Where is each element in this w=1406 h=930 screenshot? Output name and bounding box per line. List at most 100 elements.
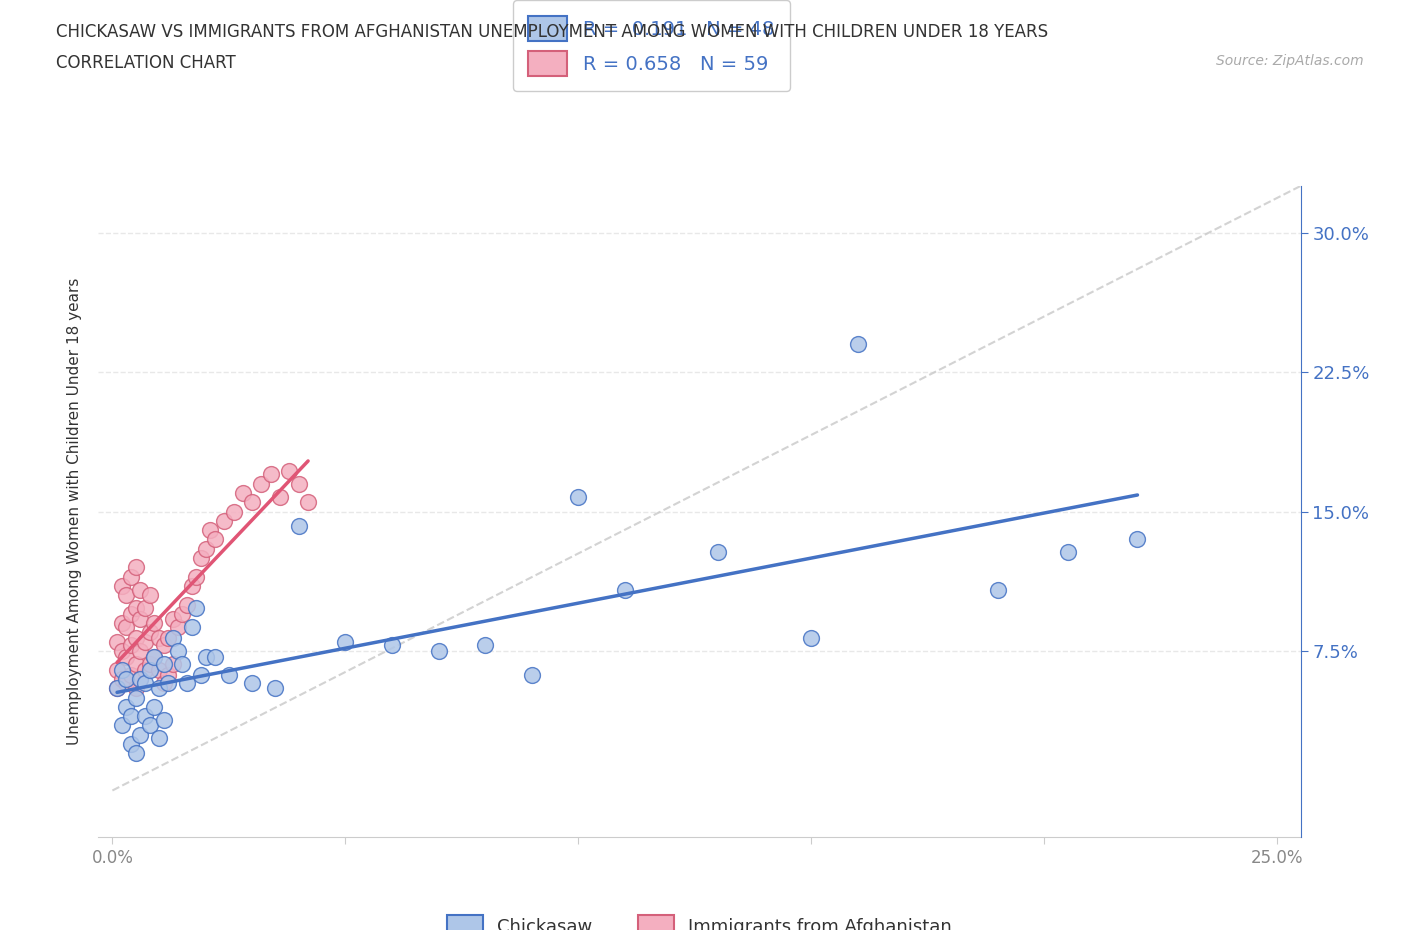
Point <box>162 612 184 627</box>
Point <box>157 631 180 645</box>
Point <box>186 569 208 584</box>
Point <box>200 523 222 538</box>
Point <box>381 638 404 653</box>
Point <box>120 737 142 751</box>
Point <box>129 671 152 686</box>
Point <box>143 616 166 631</box>
Point <box>148 731 170 746</box>
Point <box>125 746 148 761</box>
Point <box>166 619 188 634</box>
Point <box>148 681 170 696</box>
Point <box>1056 545 1078 560</box>
Point <box>138 718 160 733</box>
Point <box>105 681 128 696</box>
Point <box>134 662 156 677</box>
Point <box>520 668 543 683</box>
Point <box>278 463 301 478</box>
Point <box>172 606 194 621</box>
Point <box>269 489 291 504</box>
Point <box>125 601 148 616</box>
Point <box>125 631 148 645</box>
Point <box>111 718 134 733</box>
Point <box>120 668 142 683</box>
Point <box>190 668 212 683</box>
Point <box>162 631 184 645</box>
Point <box>129 671 152 686</box>
Point <box>120 606 142 621</box>
Point <box>134 675 156 690</box>
Point <box>166 644 188 658</box>
Point <box>148 631 170 645</box>
Point <box>194 541 217 556</box>
Point <box>427 644 450 658</box>
Point <box>240 495 263 510</box>
Text: CHICKASAW VS IMMIGRANTS FROM AFGHANISTAN UNEMPLOYMENT AMONG WOMEN WITH CHILDREN : CHICKASAW VS IMMIGRANTS FROM AFGHANISTAN… <box>56 23 1049 41</box>
Point <box>111 644 134 658</box>
Point <box>204 649 226 664</box>
Point <box>134 709 156 724</box>
Point <box>111 578 134 593</box>
Point <box>148 662 170 677</box>
Point <box>125 657 148 671</box>
Point <box>287 476 309 491</box>
Point <box>138 588 160 603</box>
Point <box>115 699 138 714</box>
Point <box>157 675 180 690</box>
Point <box>190 551 212 565</box>
Point <box>125 560 148 575</box>
Text: Source: ZipAtlas.com: Source: ZipAtlas.com <box>1216 54 1364 68</box>
Point <box>111 662 134 677</box>
Point <box>204 532 226 547</box>
Point <box>335 634 357 649</box>
Point <box>152 638 174 653</box>
Point <box>105 662 128 677</box>
Point <box>115 649 138 664</box>
Point <box>129 727 152 742</box>
Point <box>232 485 254 500</box>
Point <box>105 681 128 696</box>
Point <box>138 625 160 640</box>
Point <box>212 513 235 528</box>
Point <box>120 638 142 653</box>
Point <box>162 657 184 671</box>
Point <box>800 631 823 645</box>
Point <box>120 709 142 724</box>
Point <box>143 699 166 714</box>
Point <box>250 476 273 491</box>
Point <box>143 649 166 664</box>
Point <box>138 657 160 671</box>
Point <box>1126 532 1149 547</box>
Point <box>567 489 589 504</box>
Point <box>176 597 198 612</box>
Point <box>260 467 283 482</box>
Point <box>264 681 287 696</box>
Point <box>152 712 174 727</box>
Point <box>129 644 152 658</box>
Point <box>287 519 309 534</box>
Point <box>152 675 174 690</box>
Point <box>474 638 496 653</box>
Point <box>115 619 138 634</box>
Point <box>157 668 180 683</box>
Legend: Chickasaw, Immigrants from Afghanistan: Chickasaw, Immigrants from Afghanistan <box>440 908 959 930</box>
Point <box>218 668 240 683</box>
Point <box>115 671 138 686</box>
Point <box>129 612 152 627</box>
Point <box>180 619 202 634</box>
Point <box>846 337 869 352</box>
Point <box>111 671 134 686</box>
Text: CORRELATION CHART: CORRELATION CHART <box>56 54 236 72</box>
Point <box>240 675 263 690</box>
Point <box>707 545 730 560</box>
Point <box>125 690 148 705</box>
Point <box>134 634 156 649</box>
Point <box>222 504 245 519</box>
Point <box>987 582 1010 597</box>
Point <box>115 588 138 603</box>
Point <box>613 582 636 597</box>
Point <box>125 681 148 696</box>
Point <box>129 582 152 597</box>
Point <box>180 578 202 593</box>
Point <box>194 649 217 664</box>
Point <box>143 649 166 664</box>
